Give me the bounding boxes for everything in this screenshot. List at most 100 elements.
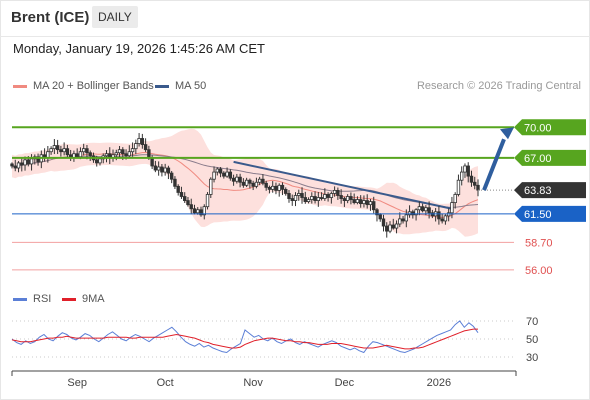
resistance-label: 67.00	[524, 153, 552, 165]
candle-body	[225, 171, 229, 177]
candle-body	[98, 158, 102, 164]
candle-body	[407, 211, 412, 216]
candle-body	[186, 200, 190, 206]
candle-body	[88, 152, 92, 157]
candle-body	[437, 211, 441, 220]
candle-body	[173, 178, 177, 187]
candle-body	[241, 181, 246, 186]
candle-body	[310, 196, 314, 200]
rsi-ma9-line	[11, 328, 478, 350]
x-tick-label: 2026	[427, 377, 451, 389]
candle-body	[293, 195, 298, 201]
candle-body	[231, 177, 236, 182]
candle-body	[26, 159, 30, 165]
legend-item-ma50: MA 50	[155, 80, 206, 92]
candle-body	[62, 148, 66, 153]
candle-body	[104, 153, 109, 157]
candle-body	[153, 165, 158, 171]
candle-body	[55, 145, 60, 151]
candle-body	[385, 225, 389, 232]
candle-body	[473, 181, 477, 186]
candle-body	[401, 218, 405, 222]
candle-body	[179, 192, 184, 197]
candle-body	[228, 171, 233, 179]
candle-body	[443, 215, 448, 222]
rsi-tick-label: 30	[526, 352, 538, 364]
candle-body	[355, 199, 360, 204]
timeframe-badge[interactable]: DAILY	[92, 6, 138, 28]
rsi-line	[11, 320, 479, 354]
candle-body	[300, 193, 304, 198]
candle-body	[398, 218, 402, 225]
candle-body	[199, 209, 203, 216]
last-price-label: 63.83	[524, 185, 552, 197]
candle-body	[218, 168, 223, 174]
candle-body	[85, 148, 89, 154]
legend-label-9ma: 9MA	[82, 293, 105, 305]
candle-body	[463, 165, 467, 173]
candle-body	[261, 178, 265, 184]
candle-body	[394, 223, 399, 229]
candle-body	[450, 202, 454, 214]
candle-body	[160, 166, 164, 173]
resistance-label: 70.00	[524, 122, 552, 134]
candle-body	[378, 214, 382, 220]
resistance-label-box	[514, 149, 586, 166]
candle-body	[313, 196, 317, 201]
candle-body	[140, 138, 145, 145]
candle-body	[460, 171, 464, 181]
candle-body	[166, 167, 171, 174]
legend-label-ma50: MA 50	[175, 80, 207, 92]
legend-label-bollinger: MA 20 + Bollinger Bands	[33, 80, 154, 92]
candle-body	[290, 198, 294, 201]
price-levels: 70.00 67.00 63.83 61.50 58.70 56.00	[12, 119, 586, 277]
candle-body	[404, 214, 409, 222]
candle-body	[121, 149, 125, 155]
candle-body	[189, 204, 193, 210]
candle-body	[417, 206, 422, 211]
pivot-label: 61.50	[524, 209, 552, 221]
candle-body	[117, 149, 122, 154]
candle-body	[205, 194, 210, 208]
candle-body	[427, 207, 431, 214]
ma9-swatch-icon	[62, 297, 76, 301]
timestamp: Monday, January 19, 2026 1:45:26 AM CET	[13, 41, 265, 56]
candle-body	[23, 159, 27, 166]
candle-body	[332, 189, 337, 194]
candle-body	[456, 179, 461, 195]
candle-body	[78, 151, 83, 158]
candle-body	[329, 193, 334, 198]
candle-body	[215, 168, 220, 173]
candle-body	[10, 163, 14, 167]
candle-body	[339, 195, 343, 199]
candle-body	[36, 156, 40, 163]
candle-body	[81, 148, 86, 153]
candle-body	[20, 162, 24, 166]
candle-body	[280, 184, 285, 190]
candle-body	[430, 212, 435, 217]
candle-body	[287, 193, 291, 199]
candle-body	[372, 201, 376, 211]
candle-body	[13, 165, 17, 169]
trendlines	[233, 160, 453, 210]
candle-body	[212, 171, 216, 180]
candle-body	[349, 196, 353, 200]
candle-body	[254, 181, 259, 187]
rsi-swatch-icon	[13, 297, 27, 301]
candle-body	[127, 151, 132, 157]
instrument-title: Brent (ICE)	[11, 9, 90, 26]
last-price-label-box	[514, 182, 586, 199]
candle-body	[391, 224, 395, 229]
candle-body	[466, 165, 470, 177]
candle-body	[303, 197, 307, 202]
candle-body	[274, 185, 278, 191]
candle-body	[235, 176, 239, 182]
legend-item-bollinger: MA 20 + Bollinger Bands	[13, 80, 154, 92]
forecast-arrow	[482, 127, 514, 191]
candle-body	[238, 176, 242, 183]
candle-body	[29, 158, 34, 165]
rsi-panel: 70 50 30	[11, 316, 538, 364]
candle-body	[163, 167, 167, 173]
pivot-label-box	[514, 205, 586, 222]
